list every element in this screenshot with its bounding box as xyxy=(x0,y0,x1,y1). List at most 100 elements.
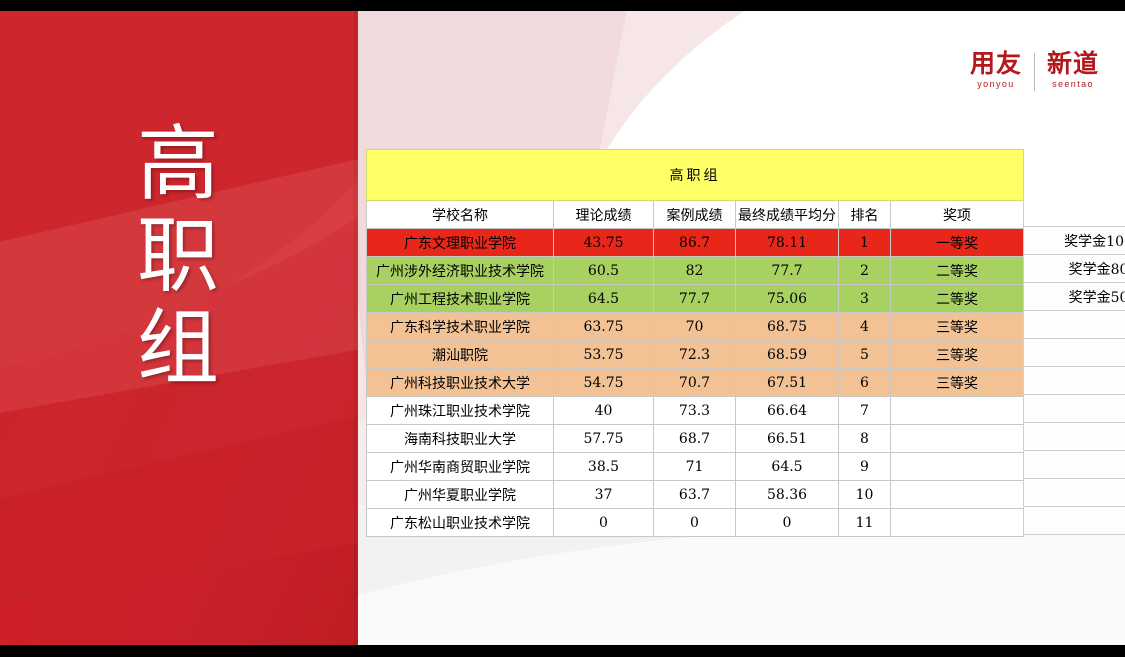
cell-rank: 9 xyxy=(838,452,891,481)
results-table: 高职组 学校名称 理论成绩 案例成绩 最终成绩平均分 排名 奖项 广东文理职业学院 43.75 8… xyxy=(365,149,1025,537)
scholarship-row[interactable]: 奖学金800 xyxy=(1023,254,1125,283)
cell-rank: 1 xyxy=(838,228,891,257)
scholarship-row[interactable] xyxy=(1023,338,1125,367)
cell-award: 三等奖 xyxy=(889,312,1025,341)
cell-final-average: 66.64 xyxy=(735,396,839,425)
table-row[interactable]: 潮汕职院 53.75 72.3 68.59 5 三等奖 xyxy=(366,340,1025,369)
column-header-0: 学校名称 xyxy=(366,200,554,229)
table-header-row: 学校名称 理论成绩 案例成绩 最终成绩平均分 排名 奖项 xyxy=(366,200,1025,229)
cell-case-score: 77.7 xyxy=(653,284,736,313)
logo-yonyou-en: yonyou xyxy=(977,79,1015,89)
cell-theory-score: 63.75 xyxy=(553,312,654,341)
cell-case-score: 72.3 xyxy=(653,340,736,369)
cell-final-average: 66.51 xyxy=(735,424,839,453)
cell-scholarship xyxy=(1023,394,1125,423)
cell-scholarship xyxy=(1023,338,1125,367)
cell-award: 三等奖 xyxy=(889,368,1025,397)
table-title: 高职组 xyxy=(365,149,1025,201)
cell-theory-score: 54.75 xyxy=(553,368,654,397)
cell-theory-score: 57.75 xyxy=(553,424,654,453)
cell-theory-score: 60.5 xyxy=(553,256,654,285)
cell-award: 三等奖 xyxy=(889,340,1025,369)
scholarship-row[interactable] xyxy=(1023,310,1125,339)
cell-case-score: 71 xyxy=(653,452,736,481)
cell-rank: 6 xyxy=(838,368,891,397)
cell-school: 广东科学技术职业学院 xyxy=(366,312,554,341)
cell-case-score: 0 xyxy=(653,508,736,537)
cell-award xyxy=(889,480,1025,509)
scholarship-row[interactable] xyxy=(1023,450,1125,479)
scholarship-header xyxy=(1023,199,1125,227)
cell-rank: 7 xyxy=(838,396,891,425)
logo-seentao-en: seentao xyxy=(1052,79,1094,89)
cell-school: 广东文理职业学院 xyxy=(366,228,554,257)
cell-award: 一等奖 xyxy=(889,228,1025,257)
cell-rank: 2 xyxy=(838,256,891,285)
table-row[interactable]: 广州科技职业技术大学 54.75 70.7 67.51 6 三等奖 xyxy=(366,368,1025,397)
table-row[interactable]: 海南科技职业大学 57.75 68.7 66.51 8 xyxy=(366,424,1025,453)
cell-case-score: 82 xyxy=(653,256,736,285)
cell-award: 二等奖 xyxy=(889,284,1025,313)
cell-scholarship xyxy=(1023,422,1125,451)
scholarship-spacer-title xyxy=(1024,149,1125,199)
cell-theory-score: 37 xyxy=(553,480,654,509)
scholarship-row[interactable] xyxy=(1023,394,1125,423)
cell-case-score: 63.7 xyxy=(653,480,736,509)
table-row[interactable]: 广州涉外经济职业技术学院 60.5 82 77.7 2 二等奖 xyxy=(366,256,1025,285)
cell-scholarship: 奖学金1000 xyxy=(1023,226,1125,255)
cell-case-score: 70 xyxy=(653,312,736,341)
scholarship-row[interactable] xyxy=(1023,366,1125,395)
table-row[interactable]: 广东文理职业学院 43.75 86.7 78.11 1 一等奖 xyxy=(366,228,1025,257)
column-header-3: 最终成绩平均分 xyxy=(735,200,839,229)
cell-theory-score: 53.75 xyxy=(553,340,654,369)
cell-final-average: 68.59 xyxy=(735,340,839,369)
scholarship-row[interactable]: 奖学金500 xyxy=(1023,282,1125,311)
table-row[interactable]: 广东科学技术职业学院 63.75 70 68.75 4 三等奖 xyxy=(366,312,1025,341)
vertical-title-char-1: 高 xyxy=(136,117,221,212)
cell-rank: 10 xyxy=(838,480,891,509)
table-row[interactable]: 广州华南商贸职业学院 38.5 71 64.5 9 xyxy=(366,452,1025,481)
cell-rank: 11 xyxy=(838,508,891,537)
cell-final-average: 58.36 xyxy=(735,480,839,509)
scholarship-row[interactable] xyxy=(1023,506,1125,535)
scholarship-row[interactable] xyxy=(1023,478,1125,507)
logo-seentao: 新道 seentao xyxy=(1035,51,1111,89)
column-header-1: 理论成绩 xyxy=(553,200,654,229)
cell-school: 广州珠江职业技术学院 xyxy=(366,396,554,425)
cell-final-average: 67.51 xyxy=(735,368,839,397)
logo-yonyou: 用友 yonyou xyxy=(958,51,1034,89)
cell-theory-score: 40 xyxy=(553,396,654,425)
cell-case-score: 73.3 xyxy=(653,396,736,425)
column-header-2: 案例成绩 xyxy=(653,200,736,229)
cell-school: 广州华夏职业学院 xyxy=(366,480,554,509)
cell-school: 广东松山职业技术学院 xyxy=(366,508,554,537)
table-row[interactable]: 广州华夏职业学院 37 63.7 58.36 10 xyxy=(366,480,1025,509)
cell-theory-score: 38.5 xyxy=(553,452,654,481)
cell-school: 广州工程技术职业学院 xyxy=(366,284,554,313)
cell-school: 广州涉外经济职业技术学院 xyxy=(366,256,554,285)
cell-award xyxy=(889,452,1025,481)
cell-rank: 8 xyxy=(838,424,891,453)
column-header-4: 排名 xyxy=(838,200,891,229)
table-row[interactable]: 广东松山职业技术学院 0 0 0 11 xyxy=(366,508,1025,537)
vertical-title-char-2: 职 xyxy=(136,208,221,304)
column-header-5: 奖项 xyxy=(889,200,1025,229)
cell-theory-score: 43.75 xyxy=(553,228,654,257)
scholarship-spacer-row xyxy=(1024,149,1125,199)
table-row[interactable]: 广州珠江职业技术学院 40 73.3 66.64 7 xyxy=(366,396,1025,425)
cell-scholarship xyxy=(1023,478,1125,507)
table-row[interactable]: 广州工程技术职业学院 64.5 77.7 75.06 3 二等奖 xyxy=(366,284,1025,313)
vertical-title-char-3: 组 xyxy=(136,300,221,396)
logo-divider xyxy=(1033,53,1035,91)
cell-theory-score: 64.5 xyxy=(553,284,654,313)
vertical-section-title: 高 职 组 xyxy=(0,119,358,394)
cell-rank: 3 xyxy=(838,284,891,313)
scholarship-row[interactable]: 奖学金1000 xyxy=(1023,226,1125,255)
results-table-container: 高职组 学校名称 理论成绩 案例成绩 最终成绩平均分 排名 奖项 广东文理职业学院 43.75 8… xyxy=(365,149,1025,537)
cell-scholarship: 奖学金800 xyxy=(1023,254,1125,283)
logo-yonyou-cn: 用友 xyxy=(969,49,1022,78)
scholarship-row[interactable] xyxy=(1023,422,1125,451)
brand-logo: 用友 yonyou 新道 seentao xyxy=(958,51,1111,91)
cell-final-average: 78.11 xyxy=(735,228,839,257)
